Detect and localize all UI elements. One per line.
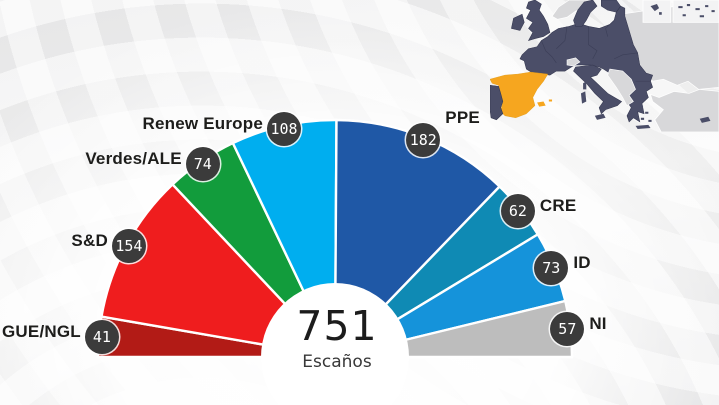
party-label-ppe[interactable]: PPE xyxy=(445,108,480,128)
total-seats-caption: Escaños xyxy=(302,352,372,373)
party-label-ni[interactable]: NI xyxy=(589,314,607,334)
party-label-renew[interactable]: Renew Europe xyxy=(142,113,264,133)
party-label-id[interactable]: ID xyxy=(573,252,591,272)
party-label-cre[interactable]: CRE xyxy=(539,196,577,216)
seat-badge-ppe[interactable]: 182 xyxy=(406,123,441,158)
seat-badge-renew[interactable]: 108 xyxy=(267,111,302,146)
map-inset-islands xyxy=(672,0,719,23)
party-label-sd[interactable]: S&D xyxy=(71,231,108,251)
map-island-sicily[interactable] xyxy=(594,113,606,120)
party-label-gue-ngl[interactable]: GUE/NGL xyxy=(2,321,81,341)
map-island-sardinia[interactable] xyxy=(580,91,587,104)
total-seats-value: 751 xyxy=(296,302,378,350)
seat-badge-gue-ngl[interactable]: 41 xyxy=(84,319,119,354)
map-country-portugal[interactable] xyxy=(490,85,504,121)
seat-badge-verdes-ale[interactable]: 74 xyxy=(185,146,220,181)
seat-badge-ni[interactable]: 57 xyxy=(550,312,585,347)
map-islands-balearics xyxy=(537,99,553,107)
map-inset-malta xyxy=(642,0,672,23)
map-country-finland[interactable] xyxy=(601,0,621,13)
europe-map xyxy=(490,0,719,132)
map-country-switzerland[interactable] xyxy=(566,57,581,67)
map-islands-aegean xyxy=(639,105,652,122)
map-island-corsica[interactable] xyxy=(583,81,587,90)
total-seats: 751 Escaños xyxy=(296,302,378,373)
hemicycle-inner-circle xyxy=(261,283,409,405)
seat-badge-id[interactable]: 73 xyxy=(534,250,569,285)
map-country-sweden[interactable] xyxy=(573,0,598,27)
map-region-west-balkans[interactable] xyxy=(607,68,636,107)
map-country-ireland[interactable] xyxy=(511,13,525,31)
map-island-cyprus[interactable] xyxy=(699,116,711,123)
map-country-uk[interactable] xyxy=(526,0,551,42)
party-label-verdes-ale[interactable]: Verdes/ALE xyxy=(85,148,182,168)
map-internal-borders xyxy=(541,20,651,82)
map-island-crete[interactable] xyxy=(635,124,651,129)
seat-badge-cre[interactable]: 62 xyxy=(500,194,535,229)
seat-badge-sd[interactable]: 154 xyxy=(111,229,146,264)
